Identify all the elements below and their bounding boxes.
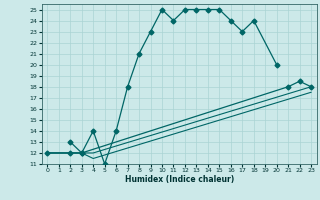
X-axis label: Humidex (Indice chaleur): Humidex (Indice chaleur) xyxy=(124,175,234,184)
